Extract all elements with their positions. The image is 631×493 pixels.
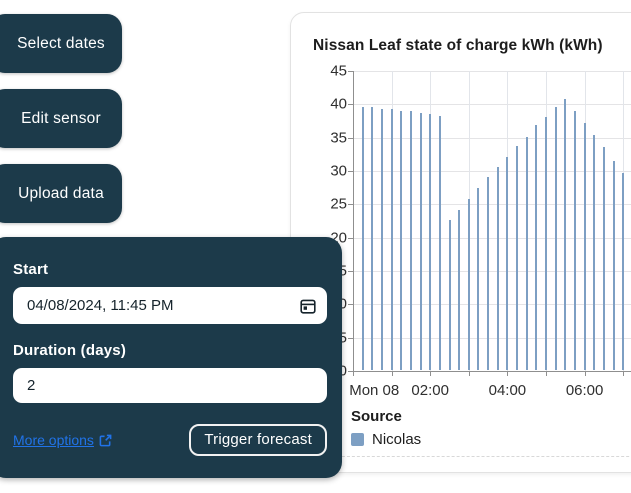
- duration-label: Duration (days): [13, 342, 127, 359]
- y-axis-line: [353, 71, 354, 371]
- gridline: [353, 271, 631, 272]
- gridline: [353, 237, 631, 239]
- start-datetime-input[interactable]: [13, 287, 327, 324]
- bar: [371, 107, 374, 370]
- x-axis-label: 02:00: [411, 382, 449, 399]
- chart-title: Nissan Leaf state of charge kWh (kWh): [313, 37, 603, 54]
- more-options-label: More options: [13, 432, 94, 448]
- y-axis-tick: [348, 137, 353, 139]
- x-axis-tick: [430, 371, 432, 376]
- bar: [409, 111, 412, 370]
- y-axis-tick: [348, 71, 353, 72]
- edit-sensor-button[interactable]: Edit sensor: [0, 89, 122, 148]
- x-axis-tick: [623, 371, 625, 376]
- y-axis-label: 35: [330, 129, 347, 147]
- bar: [361, 106, 364, 370]
- gridline: [353, 204, 631, 206]
- bar: [602, 147, 605, 370]
- y-axis-tick: [348, 237, 353, 239]
- bar: [564, 99, 567, 370]
- bar: [487, 177, 490, 370]
- y-axis-label: 5: [338, 329, 347, 347]
- gridline: [353, 337, 631, 339]
- y-axis-label: 40: [330, 95, 347, 113]
- bar: [612, 160, 615, 370]
- bar: [400, 110, 403, 370]
- y-axis-tick: [348, 204, 353, 206]
- y-axis-label: 25: [330, 195, 347, 213]
- bar: [429, 114, 432, 370]
- gridline: [353, 104, 631, 106]
- bar: [622, 173, 625, 370]
- gridline: [353, 71, 631, 72]
- bar: [516, 146, 519, 370]
- x-axis-tick: [391, 371, 393, 376]
- x-axis-label: Mon 08: [349, 382, 400, 399]
- x-axis-line: [353, 371, 631, 372]
- x-axis-tick: [546, 371, 547, 376]
- bar: [380, 108, 383, 370]
- legend-label: Nicolas: [372, 431, 422, 448]
- x-axis-label: 06:00: [565, 382, 604, 399]
- y-axis-tick: [348, 337, 353, 339]
- x-axis-tick: [584, 371, 586, 376]
- chart-card: Nissan Leaf state of charge kWh (kWh) 0 5…: [290, 12, 631, 473]
- bar: [573, 110, 576, 370]
- forecast-panel: Start Duration (days) More options Trigg…: [0, 237, 342, 478]
- y-axis-tick: [348, 171, 353, 172]
- bar: [448, 220, 451, 370]
- bar: [390, 109, 393, 370]
- bar: [419, 112, 422, 370]
- y-axis-label: 30: [330, 162, 347, 180]
- select-dates-button[interactable]: Select dates: [0, 14, 122, 73]
- y-axis-tick: [348, 304, 353, 306]
- y-axis-tick: [348, 104, 353, 106]
- legend-swatch-icon: [351, 433, 364, 446]
- upload-data-button[interactable]: Upload data: [0, 164, 122, 223]
- x-axis-tick: [507, 371, 509, 376]
- bar: [554, 106, 557, 370]
- x-axis-tick: [353, 371, 354, 376]
- y-axis-label: 45: [330, 62, 347, 80]
- y-axis-tick: [348, 271, 353, 272]
- bar: [545, 116, 547, 370]
- external-link-icon: [99, 434, 112, 446]
- y-axis-tick: [348, 371, 353, 372]
- gridline: [353, 137, 631, 139]
- legend-title: Source: [351, 408, 402, 425]
- chart-footer-divider: [307, 456, 631, 457]
- bar: [467, 198, 470, 370]
- bar: [525, 136, 528, 370]
- x-axis-tick: [468, 371, 470, 376]
- duration-input[interactable]: [13, 368, 327, 403]
- bar: [593, 135, 596, 370]
- bar: [477, 188, 480, 370]
- chart-legend: Source Nicolas: [351, 408, 421, 448]
- y-axis-label: 0: [338, 362, 347, 380]
- bar: [458, 210, 461, 370]
- more-options-link[interactable]: More options: [13, 432, 112, 448]
- start-label: Start: [13, 261, 49, 278]
- bar: [496, 166, 499, 370]
- bar: [535, 125, 538, 370]
- bar: [438, 116, 441, 370]
- gridline: [353, 171, 631, 172]
- trigger-forecast-button[interactable]: Trigger forecast: [189, 424, 327, 456]
- x-axis-label: 04:00: [488, 382, 527, 399]
- bar: [506, 156, 509, 370]
- legend-item[interactable]: Nicolas: [351, 431, 421, 448]
- bar: [583, 123, 586, 370]
- gridline: [353, 304, 631, 306]
